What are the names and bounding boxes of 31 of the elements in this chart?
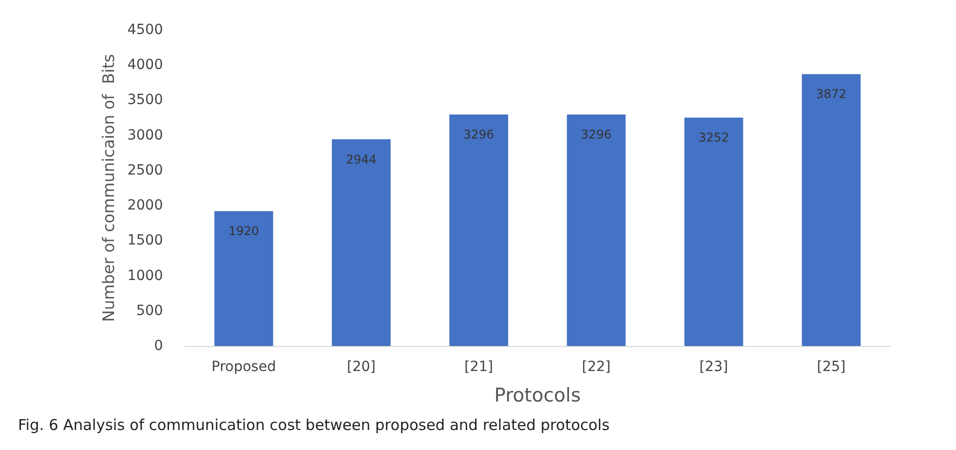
data-label: 2944	[346, 152, 377, 166]
bar	[684, 118, 744, 346]
y-tick-label: 4500	[127, 22, 163, 38]
x-tick-label: [20]	[346, 359, 376, 375]
bar	[802, 74, 861, 346]
caption: Fig. 6 Analysis of communication cost between proposed and related protocols	[18, 416, 610, 434]
y-tick-label: 500	[136, 302, 163, 319]
y-axis-title: Number of communicaion of Bits	[98, 54, 118, 322]
x-tick-label: Proposed	[212, 359, 276, 375]
y-tick-label: 4000	[127, 57, 163, 74]
y-tick-label: 2500	[127, 162, 163, 178]
data-label: 1920	[228, 224, 260, 238]
x-tick-label: [21]	[464, 359, 494, 375]
bar	[566, 114, 626, 346]
data-label: 3252	[698, 130, 730, 145]
y-tick-label: 2000	[127, 198, 163, 214]
x-tick-label: [23]	[699, 359, 728, 375]
y-tick-label: 3500	[127, 92, 163, 108]
data-label: 3296	[463, 128, 494, 142]
y-tick-label: 0	[154, 338, 163, 354]
data-label: 3872	[816, 87, 847, 102]
x-tick-label: [25]	[816, 359, 846, 375]
data-label: 3296	[580, 128, 612, 142]
y-tick-label: 3000	[127, 127, 163, 144]
bar	[449, 114, 508, 346]
bar	[214, 211, 274, 346]
x-tick-label: [22]	[582, 359, 611, 375]
bar	[332, 139, 391, 346]
x-axis-title: Protocols	[494, 384, 581, 406]
y-tick-label: 1500	[127, 232, 163, 249]
y-tick-label: 1000	[127, 268, 163, 284]
